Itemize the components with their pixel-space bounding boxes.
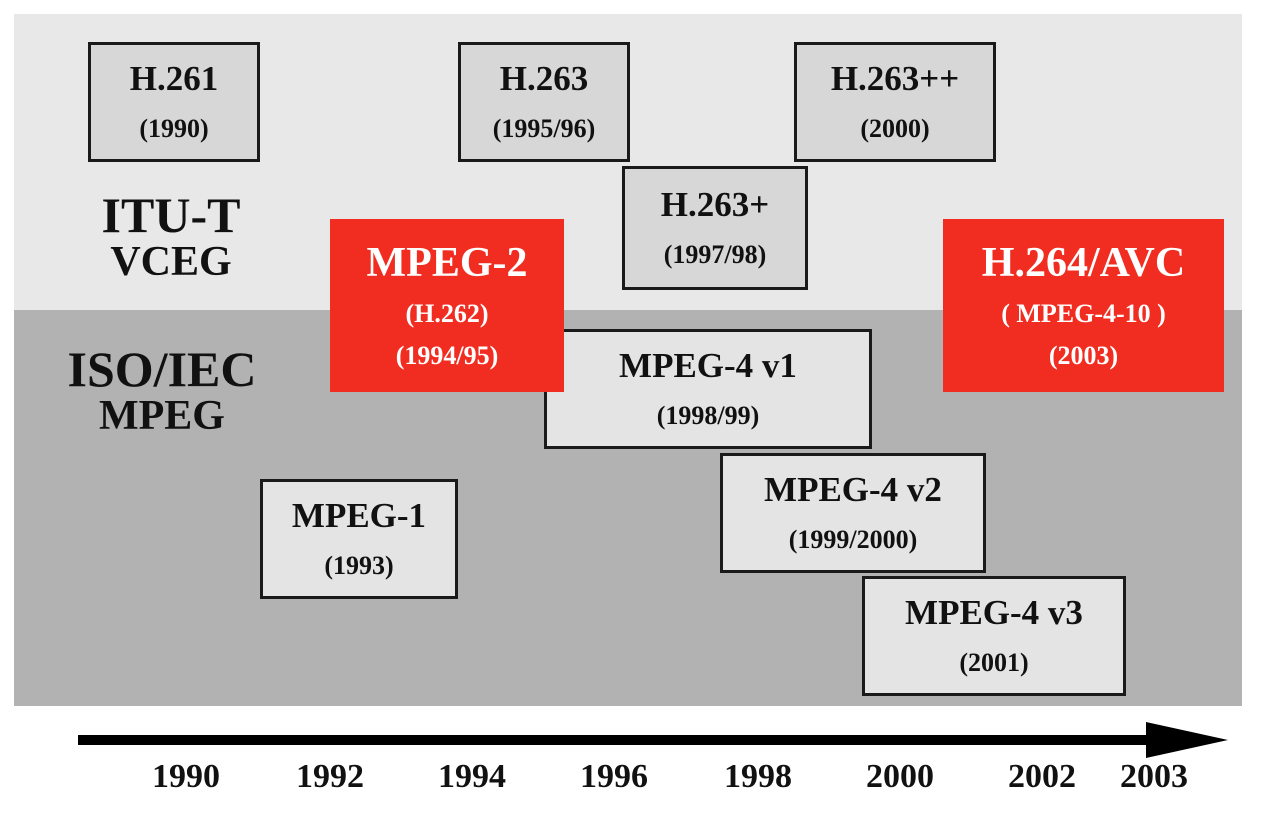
mpeg4-v2-box: MPEG-4 v2 (1999/2000) <box>720 453 986 573</box>
year-label-1996: 1996 <box>580 758 648 795</box>
h263p-name: H.263+ <box>660 185 770 225</box>
itu-t-label: ITU-T <box>101 187 241 243</box>
h263pp-box: H.263++ (2000) <box>794 42 996 162</box>
h261-box: H.261 (1990) <box>88 42 260 162</box>
mpeg2-box: MPEG-2 (H.262) (1994/95) <box>330 219 564 392</box>
mpeg2-name: MPEG-2 <box>366 240 528 287</box>
h264-avc-year: (2003) <box>1048 340 1119 370</box>
mpeg4-v1-name: MPEG-4 v1 <box>619 346 797 386</box>
h263-name: H.263 <box>499 59 589 99</box>
mpeg4-v2-name: MPEG-4 v2 <box>764 470 942 510</box>
year-label-1998: 1998 <box>724 758 792 795</box>
h263p-box: H.263+ (1997/98) <box>622 166 808 290</box>
h263-box: H.263 (1995/96) <box>458 42 630 162</box>
h264-avc-box: H.264/AVC ( MPEG-4-10 ) (2003) <box>943 219 1224 392</box>
mpeg4-v1-box: MPEG-4 v1 (1998/99) <box>544 329 872 449</box>
timeline-arrowhead <box>1146 722 1228 758</box>
mpeg4-v1-year: (1998/99) <box>656 400 760 430</box>
itu-t-vceg-label: ITU-T VCEG <box>86 190 256 284</box>
h263-year: (1995/96) <box>492 113 596 143</box>
mpeg1-year: (1993) <box>324 550 394 580</box>
h264-avc-alt-name: ( MPEG-4-10 ) <box>1001 299 1166 329</box>
h261-year: (1990) <box>139 113 209 143</box>
mpeg1-name: MPEG-1 <box>291 496 427 536</box>
year-label-1990: 1990 <box>152 758 220 795</box>
mpeg2-alt-name: (H.262) <box>405 299 489 329</box>
mpeg4-v3-name: MPEG-4 v3 <box>905 593 1083 633</box>
vceg-label: VCEG <box>110 239 232 285</box>
mpeg4-v3-year: (2001) <box>959 647 1029 677</box>
year-label-1992: 1992 <box>296 758 364 795</box>
year-label-2003: 2003 <box>1120 758 1188 795</box>
mpeg4-v3-box: MPEG-4 v3 (2001) <box>862 576 1126 696</box>
h263pp-year: (2000) <box>860 113 930 143</box>
h261-name: H.261 <box>129 59 219 99</box>
timeline-arrow <box>78 722 1228 758</box>
year-label-2002: 2002 <box>1008 758 1076 795</box>
mpeg-label: MPEG <box>99 393 225 439</box>
h263pp-name: H.263++ <box>830 59 960 99</box>
h264-avc-name: H.264/AVC <box>981 240 1186 287</box>
h263p-year: (1997/98) <box>663 239 767 269</box>
timeline-shaft <box>78 735 1158 745</box>
mpeg4-v2-year: (1999/2000) <box>788 524 918 554</box>
iso-iec-label: ISO/IEC <box>67 341 257 397</box>
mpeg1-box: MPEG-1 (1993) <box>260 479 458 599</box>
iso-iec-mpeg-label: ISO/IEC MPEG <box>44 344 280 438</box>
year-label-2000: 2000 <box>866 758 934 795</box>
year-label-1994: 1994 <box>438 758 506 795</box>
mpeg2-year: (1994/95) <box>395 340 499 370</box>
